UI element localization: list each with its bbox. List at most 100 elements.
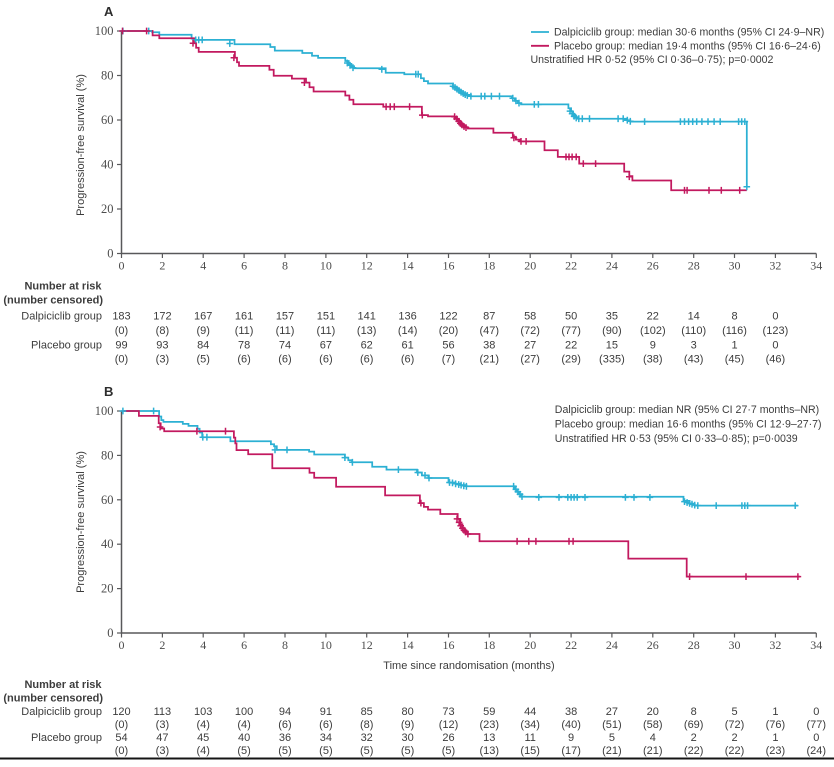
svg-text:(23): (23) (480, 719, 500, 731)
svg-text:(0): (0) (115, 745, 128, 757)
svg-text:(6): (6) (401, 354, 414, 366)
svg-text:(4): (4) (196, 719, 209, 731)
svg-text:(22): (22) (725, 745, 745, 757)
svg-text:151: 151 (317, 311, 335, 323)
svg-text:35: 35 (606, 311, 618, 323)
svg-text:9: 9 (568, 732, 574, 744)
svg-text:157: 157 (276, 311, 294, 323)
svg-text:0: 0 (107, 626, 113, 640)
svg-text:34: 34 (320, 732, 332, 744)
svg-text:18: 18 (483, 259, 495, 273)
svg-text:9: 9 (650, 340, 656, 352)
svg-text:(6): (6) (360, 354, 373, 366)
svg-text:22: 22 (647, 311, 659, 323)
svg-text:(5): (5) (196, 354, 209, 366)
svg-text:3: 3 (691, 340, 697, 352)
svg-text:32: 32 (361, 732, 373, 744)
svg-text:18: 18 (483, 638, 495, 652)
svg-text:14: 14 (688, 311, 700, 323)
svg-text:0: 0 (813, 706, 819, 718)
svg-text:(21): (21) (602, 745, 622, 757)
svg-text:30: 30 (729, 638, 741, 652)
svg-text:(21): (21) (643, 745, 663, 757)
svg-text:60: 60 (101, 113, 114, 127)
svg-text:(13): (13) (480, 745, 500, 757)
svg-text:30: 30 (401, 732, 413, 744)
svg-text:93: 93 (156, 340, 168, 352)
svg-text:85: 85 (361, 706, 373, 718)
svg-text:(number censored): (number censored) (3, 295, 103, 307)
svg-text:28: 28 (688, 259, 700, 273)
svg-text:(6): (6) (278, 719, 291, 731)
svg-text:(22): (22) (684, 745, 704, 757)
svg-text:(43): (43) (684, 354, 704, 366)
svg-text:(58): (58) (643, 719, 663, 731)
svg-text:(51): (51) (602, 719, 622, 731)
svg-text:(0): (0) (115, 354, 128, 366)
svg-text:1: 1 (772, 706, 778, 718)
svg-text:(77): (77) (807, 719, 827, 731)
svg-text:24: 24 (606, 638, 618, 652)
svg-text:8: 8 (282, 259, 288, 273)
svg-text:38: 38 (565, 706, 577, 718)
svg-text:15: 15 (606, 340, 618, 352)
svg-text:(40): (40) (561, 719, 581, 731)
svg-text:(11): (11) (235, 325, 254, 337)
svg-text:67: 67 (320, 340, 332, 352)
svg-text:(38): (38) (643, 354, 663, 366)
svg-text:4: 4 (650, 732, 656, 744)
svg-text:0: 0 (772, 340, 778, 352)
svg-text:0: 0 (772, 311, 778, 323)
svg-text:(20): (20) (439, 325, 459, 337)
svg-text:(15): (15) (520, 745, 540, 757)
svg-text:(4): (4) (237, 719, 250, 731)
svg-text:(23): (23) (766, 745, 786, 757)
svg-text:14: 14 (402, 259, 414, 273)
svg-text:22: 22 (565, 638, 577, 652)
svg-text:122: 122 (439, 311, 457, 323)
svg-text:Unstratified HR 0·53 (95% CI 0: Unstratified HR 0·53 (95% CI 0·33–0·85);… (555, 433, 798, 445)
svg-text:(17): (17) (561, 745, 581, 757)
svg-text:(72): (72) (725, 719, 745, 731)
svg-text:20: 20 (524, 259, 536, 273)
svg-text:(12): (12) (439, 719, 459, 731)
svg-text:(3): (3) (156, 719, 169, 731)
svg-text:78: 78 (238, 340, 250, 352)
svg-text:16: 16 (443, 259, 455, 273)
svg-text:16: 16 (443, 638, 455, 652)
svg-text:6: 6 (241, 638, 247, 652)
svg-text:(0): (0) (115, 325, 128, 337)
svg-text:10: 10 (320, 638, 332, 652)
svg-text:Time since randomisation (mont: Time since randomisation (months) (383, 660, 554, 672)
svg-text:34: 34 (810, 259, 822, 273)
svg-text:40: 40 (101, 158, 114, 172)
svg-text:(90): (90) (602, 325, 622, 337)
svg-text:(8): (8) (156, 325, 169, 337)
svg-text:167: 167 (194, 311, 212, 323)
svg-text:100: 100 (95, 24, 114, 38)
svg-text:(14): (14) (398, 325, 418, 337)
svg-text:2: 2 (159, 259, 165, 273)
svg-text:(102): (102) (640, 325, 666, 337)
svg-text:50: 50 (565, 311, 577, 323)
svg-text:20: 20 (647, 706, 659, 718)
svg-text:113: 113 (154, 706, 172, 718)
svg-text:6: 6 (241, 259, 247, 273)
svg-text:(5): (5) (278, 745, 291, 757)
svg-text:(29): (29) (561, 354, 581, 366)
svg-text:(27): (27) (520, 354, 540, 366)
svg-text:1: 1 (772, 732, 778, 744)
svg-text:(6): (6) (319, 354, 332, 366)
svg-text:26: 26 (442, 732, 454, 744)
svg-text:58: 58 (524, 311, 536, 323)
svg-text:4: 4 (200, 259, 206, 273)
svg-text:54: 54 (115, 732, 127, 744)
svg-text:91: 91 (320, 706, 332, 718)
svg-text:0: 0 (119, 638, 125, 652)
svg-text:(5): (5) (442, 745, 455, 757)
svg-text:(8): (8) (360, 719, 373, 731)
svg-text:2: 2 (731, 732, 737, 744)
svg-text:59: 59 (483, 706, 495, 718)
svg-text:(34): (34) (520, 719, 540, 731)
svg-text:40: 40 (101, 537, 114, 551)
